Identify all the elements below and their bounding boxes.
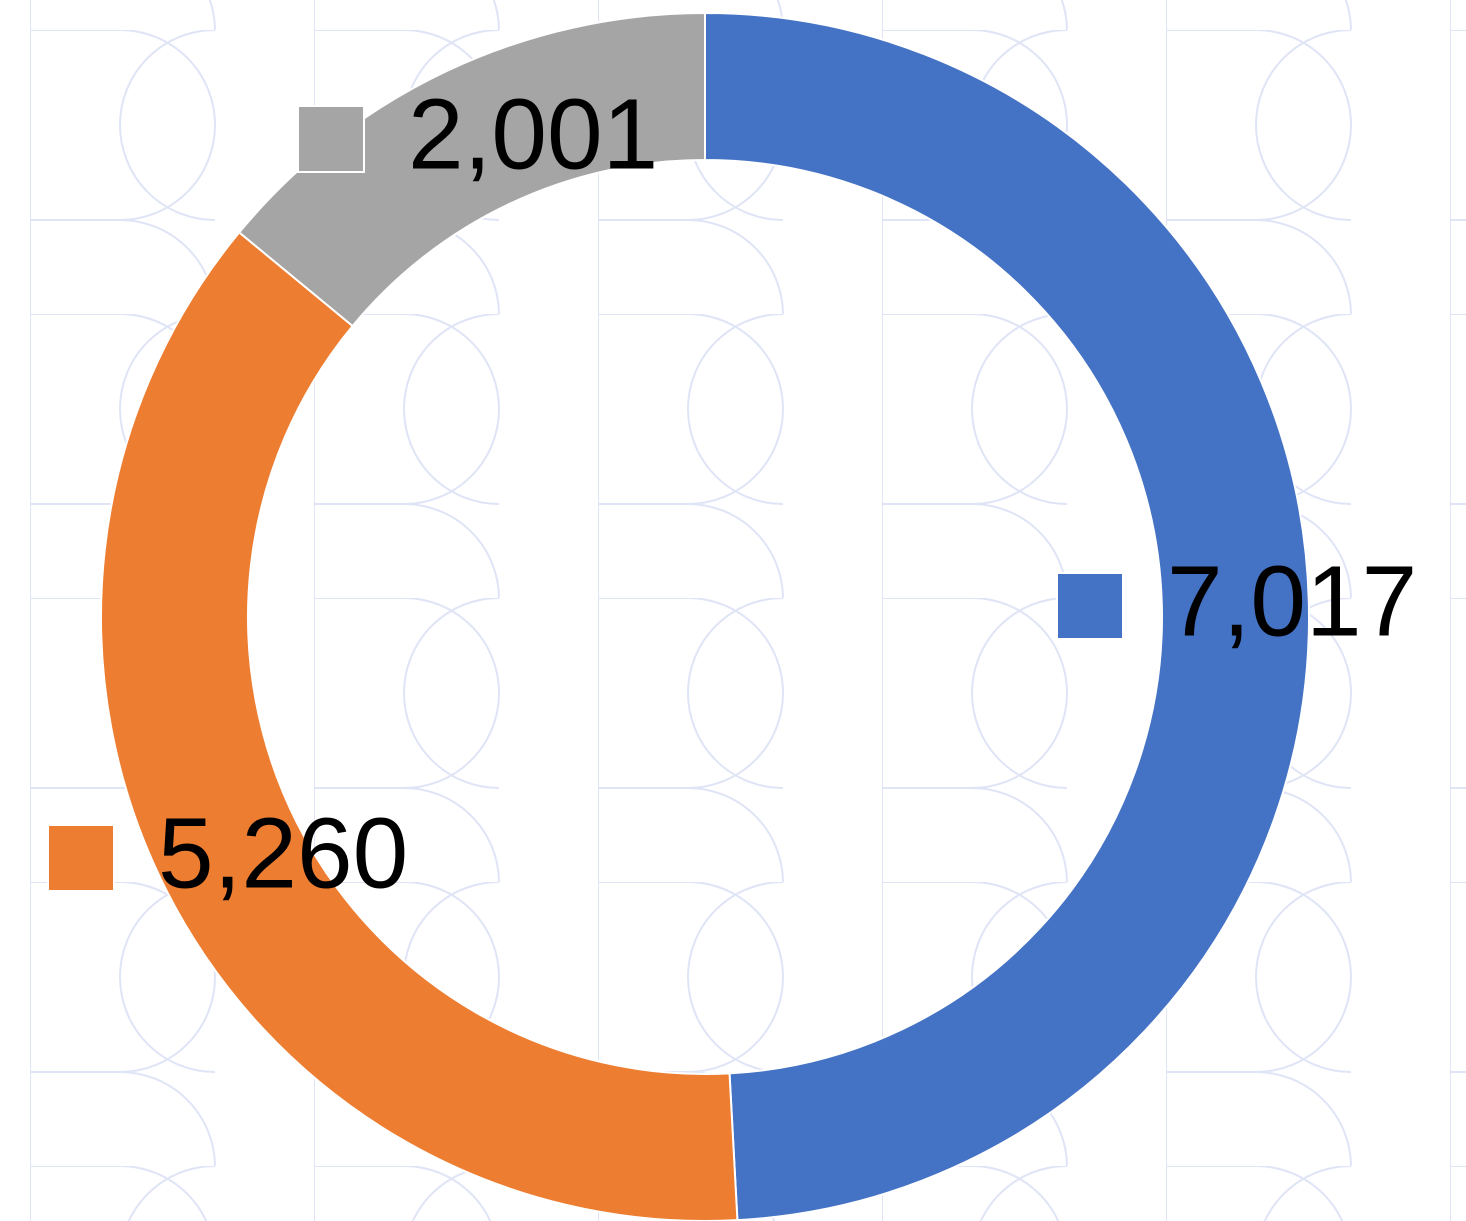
donut-segment	[704, 11, 1310, 1221]
data-label: 7,017	[1167, 545, 1417, 657]
label-key	[47, 824, 115, 892]
donut-segment	[100, 231, 739, 1221]
label-key	[297, 105, 365, 173]
data-label: 2,001	[408, 78, 658, 190]
data-labels: 7,017 5,260 2,001	[47, 78, 1417, 909]
data-label: 5,260	[158, 797, 408, 909]
label-key	[1056, 572, 1124, 640]
donut	[100, 11, 1310, 1221]
